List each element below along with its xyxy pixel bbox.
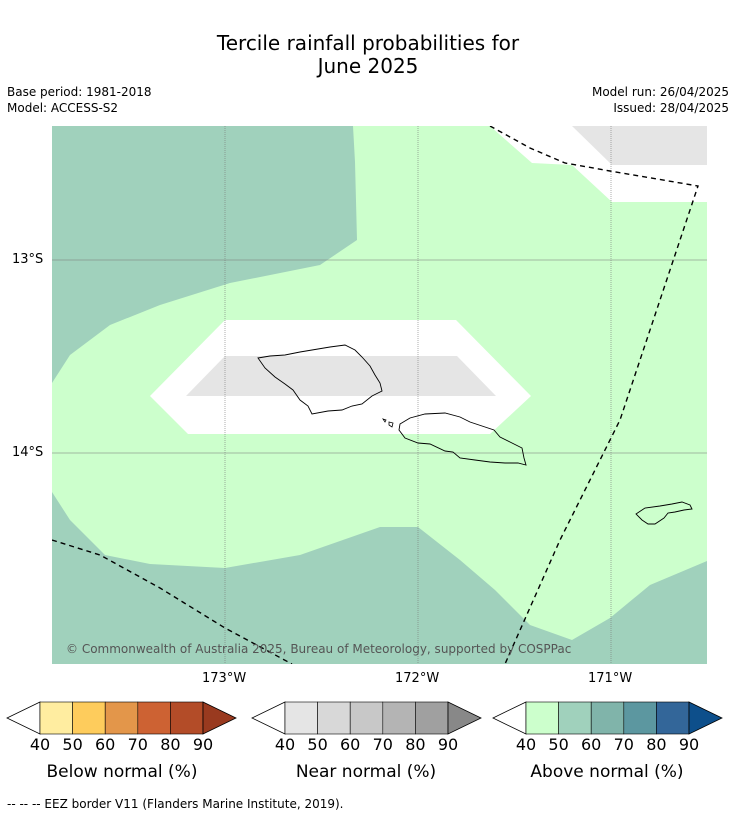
near-colorbar-min-arrow — [251, 701, 286, 735]
above-colorbar-segment — [525, 701, 559, 735]
near-colorbar-tick: 40 — [274, 735, 296, 754]
eez-border-east — [489, 126, 699, 664]
below-colorbar-tick: 50 — [62, 735, 83, 754]
lat-label-13s: 13°S — [12, 252, 44, 267]
map-area: © Commonwealth of Australia 2025, Bureau… — [52, 126, 707, 664]
above-colorbar-segment — [558, 701, 592, 735]
below-colorbar-tick: 70 — [127, 735, 148, 754]
above-colorbar-segment — [656, 701, 690, 735]
upolu-island — [398, 412, 527, 466]
above-50-region-nw — [52, 126, 357, 383]
issued-date: Issued: 28/04/2025 — [613, 101, 729, 115]
above-colorbar-tick: 60 — [581, 735, 602, 754]
colorbars — [6, 701, 723, 735]
title-line-2: June 2025 — [317, 54, 419, 78]
above-colorbar-min-arrow — [492, 701, 527, 735]
near-colorbar-segment — [349, 701, 384, 735]
above-50-region-south — [52, 492, 707, 664]
lon-label-173w: 173°W — [202, 671, 247, 686]
near-colorbar-label: Near normal (%) — [295, 762, 437, 782]
copyright-note: © Commonwealth of Australia 2025, Bureau… — [66, 642, 571, 656]
near-colorbar-segment — [317, 701, 351, 735]
lon-label-171w: 171°W — [588, 671, 633, 686]
above-colorbar-segment — [623, 701, 657, 735]
below-colorbar-segment — [39, 701, 73, 735]
above-colorbar-max-arrow — [688, 701, 723, 735]
below-colorbar-segment — [72, 701, 106, 735]
below-colorbar-tick: 90 — [192, 735, 214, 754]
title-line-1: Tercile rainfall probabilities for — [216, 31, 520, 55]
below-colorbar-label: Below normal (%) — [46, 762, 198, 782]
manono-island — [388, 421, 394, 428]
tutuila-island — [635, 501, 693, 525]
model-run: Model run: 26/04/2025 — [591, 85, 729, 99]
above-colorbar-tick: 50 — [548, 735, 569, 754]
model-name: Model: ACCESS-S2 — [7, 101, 119, 115]
below-colorbar-tick: 60 — [95, 735, 116, 754]
above-colorbar-tick: 80 — [646, 735, 667, 754]
below-colorbar-segment — [137, 701, 171, 735]
base-period: Base period: 1981-2018 — [7, 85, 152, 99]
near-colorbar-segment — [382, 701, 416, 735]
lon-label-172w: 172°W — [395, 671, 440, 686]
near-40-region-central — [186, 356, 496, 396]
below-colorbar-tick: 80 — [160, 735, 181, 754]
near-colorbar-segment — [284, 701, 318, 735]
above-colorbar-tick: 40 — [515, 735, 537, 754]
above-colorbar-label: Above normal (%) — [530, 762, 684, 782]
above-colorbar-tick: 70 — [613, 735, 634, 754]
near-colorbar-tick: 90 — [437, 735, 459, 754]
near-colorbar-max-arrow — [447, 701, 482, 735]
above-colorbar-segment — [590, 701, 625, 735]
near-colorbar-tick: 50 — [307, 735, 328, 754]
above-colorbar-tick: 90 — [678, 735, 700, 754]
below-colorbar-segment — [104, 701, 139, 735]
eez-border-south — [52, 539, 293, 664]
below-colorbar-max-arrow — [202, 701, 237, 735]
lat-label-14s: 14°S — [12, 445, 44, 460]
near-colorbar-segment — [415, 701, 449, 735]
below-colorbar-min-arrow — [6, 701, 41, 735]
near-colorbar-tick: 80 — [405, 735, 426, 754]
below-colorbar-tick: 40 — [29, 735, 51, 754]
near-colorbar-tick: 60 — [340, 735, 361, 754]
below-colorbar-segment — [170, 701, 204, 735]
eez-legend: -- -- -- EEZ border V11 (Flanders Marine… — [7, 797, 344, 811]
near-40-region-ne — [572, 126, 707, 165]
near-colorbar-tick: 70 — [372, 735, 393, 754]
apolima-island — [382, 418, 387, 423]
savaii-island — [257, 344, 383, 415]
